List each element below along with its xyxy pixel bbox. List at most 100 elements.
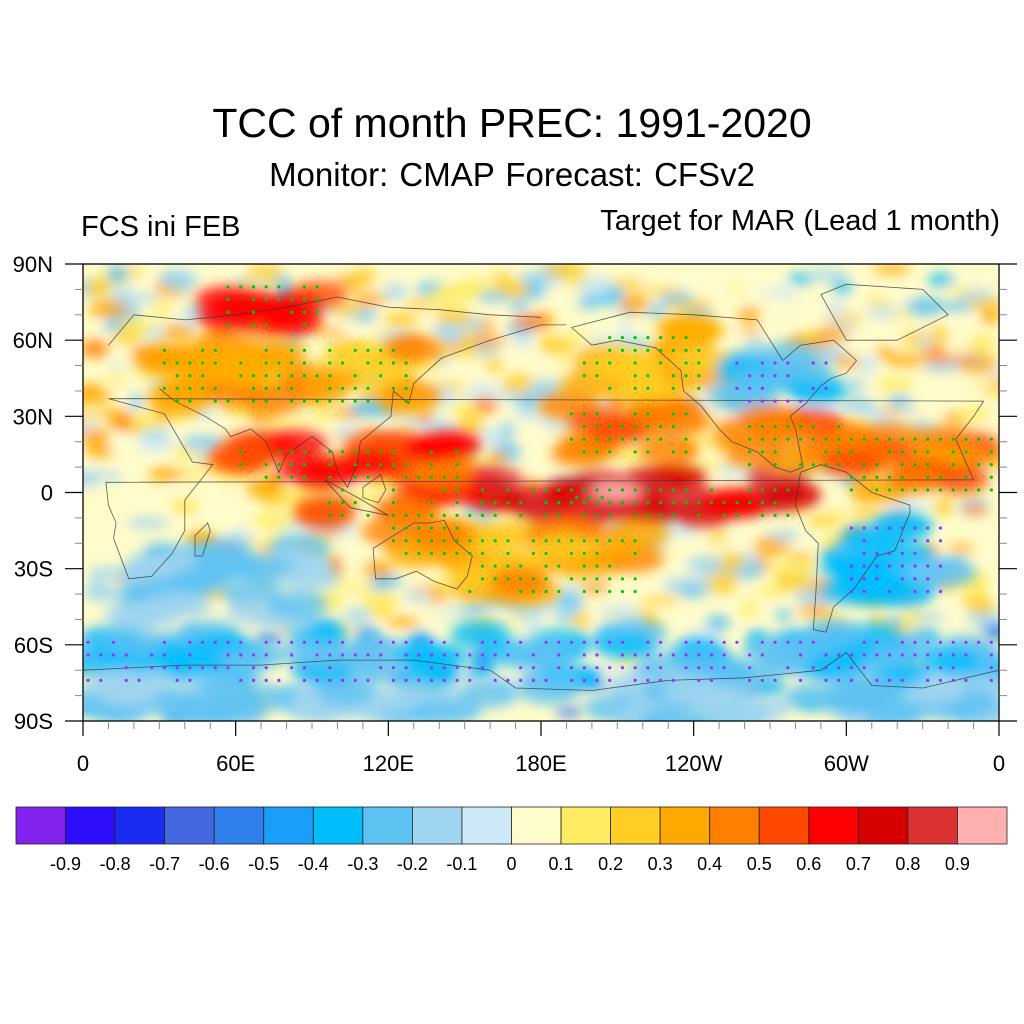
field-region	[420, 430, 481, 459]
significance-dot	[875, 678, 879, 682]
significance-dot	[748, 462, 752, 467]
significance-dot	[887, 653, 892, 657]
field-patch	[554, 356, 573, 367]
significance-dot	[290, 450, 294, 454]
colorbar-swatch	[659, 806, 711, 845]
significance-dot	[748, 424, 752, 429]
field-region	[450, 620, 511, 649]
significance-dot	[353, 374, 357, 378]
field-region	[783, 682, 844, 711]
significance-dot	[824, 653, 828, 657]
coastline	[194, 522, 211, 557]
significance-dot	[913, 462, 917, 467]
significance-dot	[544, 678, 548, 682]
field-patch	[754, 585, 787, 597]
significance-dot	[480, 539, 485, 543]
field-region	[916, 558, 977, 587]
significance-dot	[264, 323, 268, 327]
significance-dot	[748, 666, 752, 670]
field-patch	[178, 471, 205, 482]
significance-dot	[671, 386, 675, 391]
significance-dot	[582, 412, 586, 416]
significance-dot	[162, 386, 167, 391]
significance-dot	[837, 450, 841, 454]
field-patch	[929, 324, 948, 347]
significance-dot	[633, 551, 637, 556]
significance-dot	[811, 462, 815, 467]
significance-dot	[722, 501, 726, 505]
colorbar-label: 0.1	[549, 854, 574, 874]
field-patch	[840, 400, 878, 414]
significance-dot	[340, 653, 345, 657]
significance-dot	[951, 666, 955, 670]
significance-dot	[391, 526, 396, 530]
significance-dot	[760, 513, 764, 517]
field-patch	[432, 322, 464, 342]
significance-dot	[404, 640, 408, 644]
significance-dot	[340, 501, 345, 505]
significance-dot	[124, 653, 128, 657]
significance-dot	[417, 475, 421, 479]
field-patch	[246, 265, 284, 282]
field-patch	[798, 604, 835, 618]
significance-dot	[849, 577, 854, 581]
significance-dot	[404, 513, 408, 517]
colorbar-swatch	[263, 806, 314, 845]
significance-dot	[429, 462, 434, 467]
field-patch	[83, 389, 112, 405]
significance-dot	[239, 374, 243, 378]
significance-dot	[442, 475, 446, 479]
colorbar-label: -0.9	[50, 854, 81, 874]
significance-dot	[773, 501, 777, 505]
significance-dot	[391, 488, 396, 492]
field-patch	[833, 355, 861, 369]
significance-dot	[544, 551, 548, 556]
significance-dot	[926, 564, 930, 568]
field-patch	[923, 346, 946, 358]
field-region	[911, 427, 972, 456]
field-patch	[576, 275, 614, 298]
field-patch	[944, 337, 976, 357]
significance-dot	[328, 386, 332, 391]
significance-dot	[582, 577, 586, 581]
significance-dot	[595, 653, 599, 657]
significance-dot	[862, 475, 866, 479]
y-tick-label: 30S	[14, 557, 53, 582]
significance-dot	[671, 513, 675, 517]
significance-dot	[455, 653, 459, 657]
significance-dot	[773, 640, 777, 644]
field-patch	[428, 284, 469, 306]
significance-dot	[557, 653, 561, 657]
map-regions	[83, 280, 999, 721]
significance-dot	[900, 678, 904, 682]
significance-dot	[379, 374, 383, 378]
significance-dot	[366, 348, 370, 352]
field-region	[662, 315, 723, 344]
significance-dot	[111, 653, 116, 657]
coastline	[159, 324, 567, 489]
significance-dot	[773, 437, 777, 441]
significance-dot	[544, 539, 548, 543]
significance-dot	[595, 577, 599, 581]
significance-dot	[926, 526, 930, 530]
field-patch	[88, 300, 128, 319]
significance-dot	[709, 653, 714, 657]
significance-dot	[748, 437, 752, 441]
significance-dot	[582, 437, 586, 441]
significance-dot	[862, 577, 866, 581]
field-patch	[104, 374, 129, 385]
significance-dot	[277, 450, 281, 454]
field-region	[533, 532, 594, 561]
significance-dot	[290, 310, 294, 314]
significance-dot	[251, 399, 256, 403]
significance-dots	[86, 285, 993, 682]
significance-dot	[302, 678, 306, 682]
significance-dot	[760, 640, 764, 644]
significance-dot	[442, 513, 446, 517]
significance-dot	[989, 640, 993, 644]
significance-dot	[493, 577, 497, 581]
significance-dot	[964, 437, 968, 441]
significance-dot	[302, 399, 306, 403]
field-patch	[449, 399, 480, 419]
y-tick-label: 90N	[13, 252, 53, 277]
